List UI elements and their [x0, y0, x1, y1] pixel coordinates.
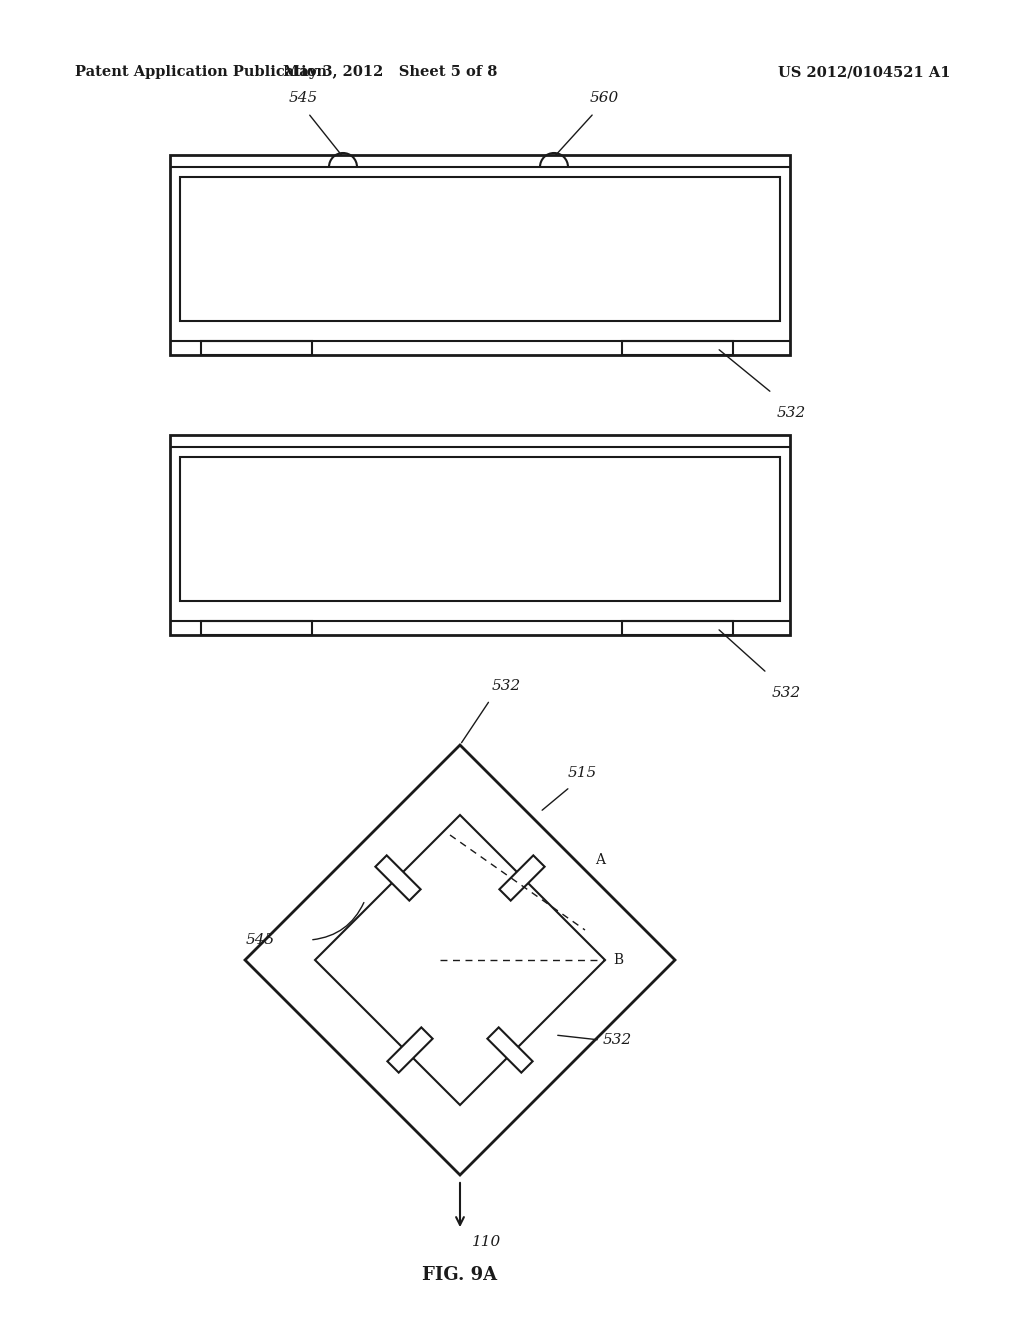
Text: Patent Application Publication: Patent Application Publication: [75, 65, 327, 79]
Bar: [170, 154, 790, 355]
Polygon shape: [487, 1027, 532, 1073]
Polygon shape: [245, 744, 675, 1175]
Polygon shape: [315, 814, 605, 1105]
Text: May 3, 2012   Sheet 5 of 8: May 3, 2012 Sheet 5 of 8: [283, 65, 498, 79]
Bar: [201, 620, 312, 635]
Polygon shape: [376, 855, 421, 900]
Text: 532: 532: [603, 1034, 632, 1047]
Bar: [622, 620, 733, 635]
Text: 532: 532: [777, 407, 806, 420]
Text: A: A: [595, 853, 605, 867]
Text: US 2012/0104521 A1: US 2012/0104521 A1: [777, 65, 950, 79]
Text: 110: 110: [472, 1236, 502, 1249]
Text: 545: 545: [246, 933, 275, 946]
Text: 560: 560: [590, 91, 618, 106]
Bar: [622, 341, 733, 355]
Text: 515: 515: [568, 766, 597, 780]
Text: FIG. 9A: FIG. 9A: [423, 1266, 498, 1284]
Text: B: B: [613, 953, 624, 968]
Polygon shape: [500, 855, 545, 900]
Text: 532: 532: [772, 686, 801, 700]
Text: 532: 532: [492, 678, 521, 693]
Bar: [180, 177, 780, 321]
Bar: [170, 436, 790, 635]
Text: 545: 545: [289, 91, 317, 106]
Bar: [201, 341, 312, 355]
Polygon shape: [387, 1027, 432, 1073]
Bar: [180, 457, 780, 601]
